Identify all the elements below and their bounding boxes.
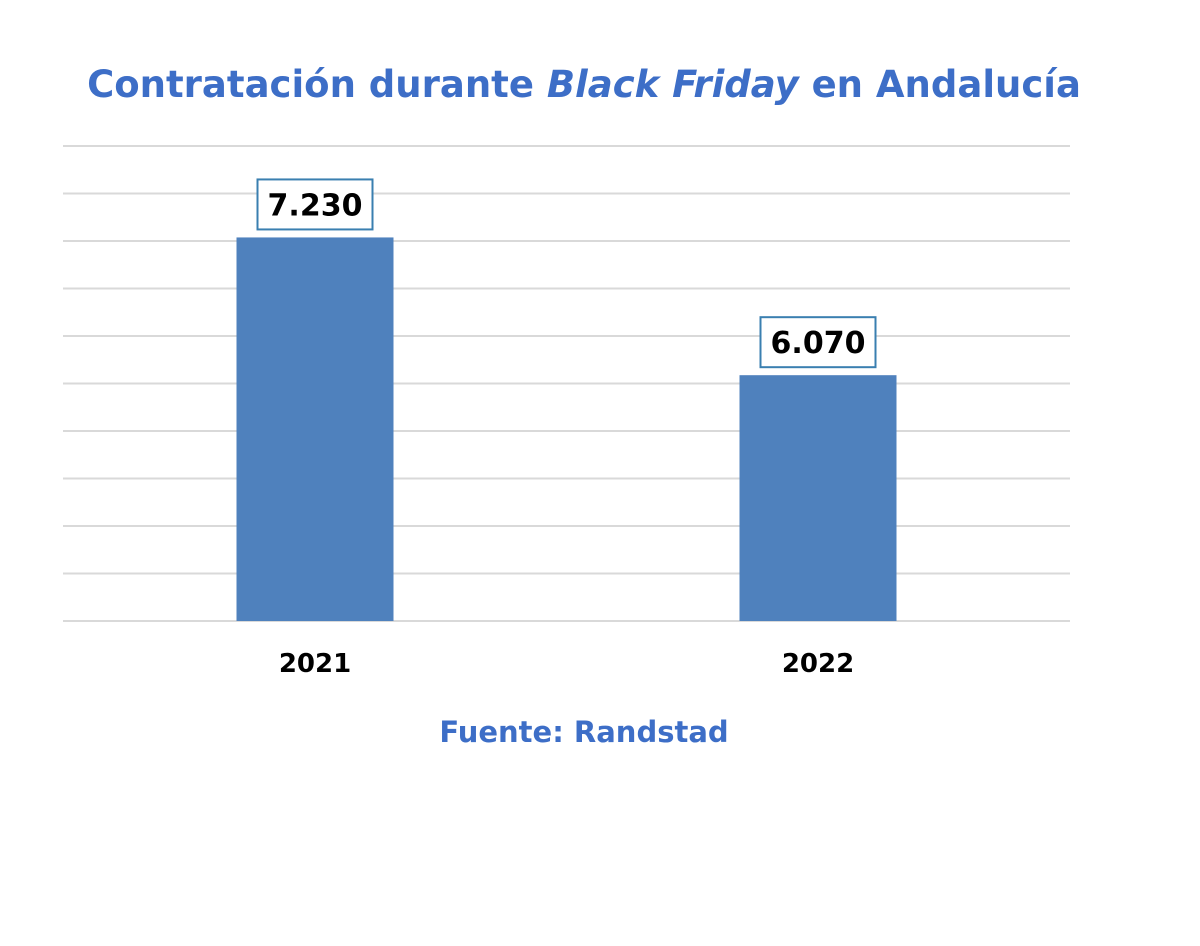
chart-title-part-italic: Black Friday xyxy=(547,63,801,106)
bar-2022 xyxy=(739,375,897,621)
chart-title-part-after: en Andalucía xyxy=(799,63,1081,106)
data-label-box-2021 xyxy=(256,178,374,231)
x-tick-2022: 2022 xyxy=(782,649,854,679)
source-note: Fuente: Randstad xyxy=(439,715,728,749)
chart-title-part-before: Contratación durante xyxy=(87,63,547,106)
x-axis-tick-labels: 2021 2022 xyxy=(279,649,854,679)
data-label-box-2022 xyxy=(759,316,877,369)
data-labels: 7.230 6.070 xyxy=(256,178,877,369)
x-tick-2021: 2021 xyxy=(279,649,351,679)
gridlines xyxy=(63,145,1070,622)
data-label-2021: 7.230 xyxy=(268,188,363,223)
bar-2021 xyxy=(236,237,394,621)
chart-title: Contratación durante Black Friday en And… xyxy=(87,63,1081,106)
bars xyxy=(236,237,897,621)
data-label-2022: 6.070 xyxy=(771,326,866,361)
